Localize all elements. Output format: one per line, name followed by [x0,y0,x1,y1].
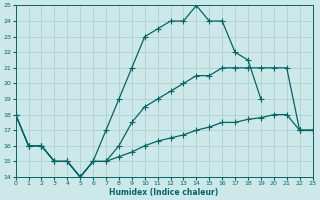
X-axis label: Humidex (Indice chaleur): Humidex (Indice chaleur) [109,188,219,197]
